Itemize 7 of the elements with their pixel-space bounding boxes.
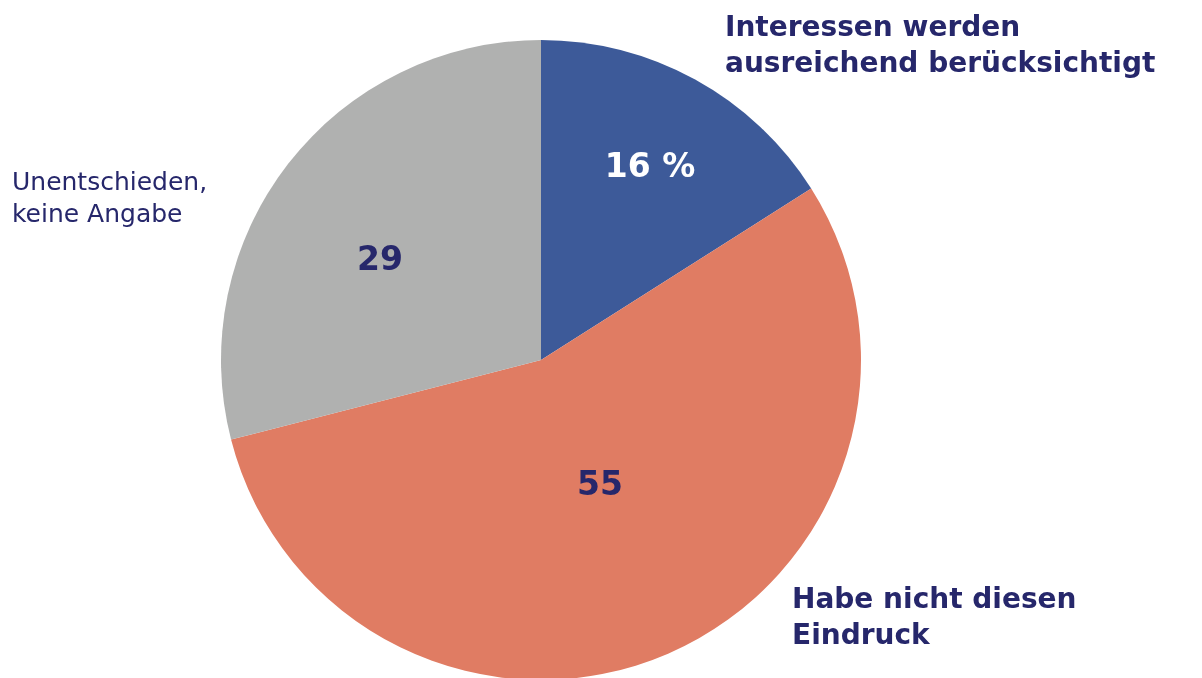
slice-label: Unentschieden, keine Angabe bbox=[12, 167, 208, 228]
data-label: 16 % bbox=[604, 145, 696, 185]
slice-label: Habe nicht diesen Eindruck bbox=[792, 582, 1077, 651]
pie-slice bbox=[221, 40, 541, 440]
slice-label: Interessen werden ausreichend berücksichtigt bbox=[725, 10, 1156, 79]
data-label: 55 bbox=[577, 463, 623, 503]
data-label: 29 bbox=[357, 238, 403, 278]
